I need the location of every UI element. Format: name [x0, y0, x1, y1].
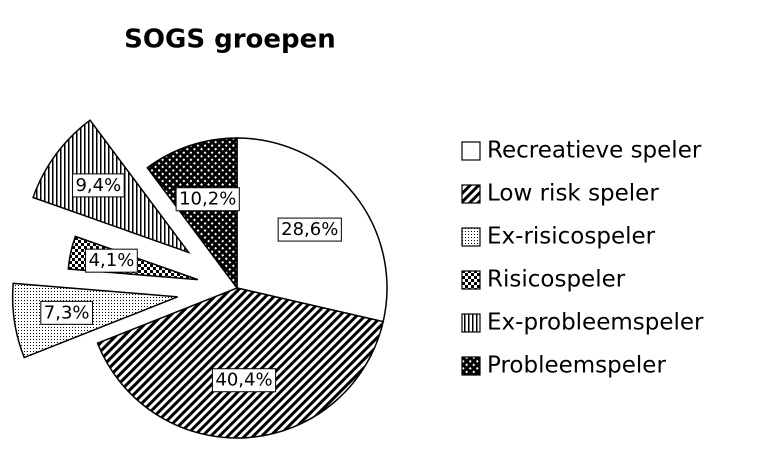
legend-swatch: [461, 270, 481, 290]
pie-slice: [96, 287, 385, 439]
data-label: 28,6%: [281, 219, 338, 240]
data-label-box: [211, 368, 277, 393]
legend-swatch: [461, 356, 481, 376]
legend-label: Risicospeler: [487, 267, 626, 293]
data-label: 7,3%: [44, 302, 90, 323]
chart-title: SOGS groepen: [124, 25, 336, 55]
data-label: 10,2%: [179, 189, 236, 210]
legend-label: Ex-probleemspeler: [487, 310, 704, 336]
data-label-box: [71, 173, 125, 198]
data-label-box: [277, 217, 342, 242]
data-label-box: [85, 248, 138, 273]
data-label-box: [175, 187, 240, 212]
data-label-box: [40, 300, 94, 325]
legend-label: Probleemspeler: [487, 353, 666, 379]
legend-label: Ex-risicospeler: [487, 224, 656, 250]
legend-label: Recreatieve speler: [487, 138, 702, 164]
legend-swatch: [461, 141, 481, 161]
data-label: 40,4%: [215, 370, 272, 391]
data-label: 9,4%: [75, 175, 121, 196]
data-label: 4,1%: [89, 250, 135, 271]
legend-label: Low risk speler: [487, 181, 659, 207]
legend-swatch: [461, 227, 481, 247]
legend-swatch: [461, 184, 481, 204]
legend-swatch: [461, 313, 481, 333]
pie-slice: [146, 137, 238, 291]
